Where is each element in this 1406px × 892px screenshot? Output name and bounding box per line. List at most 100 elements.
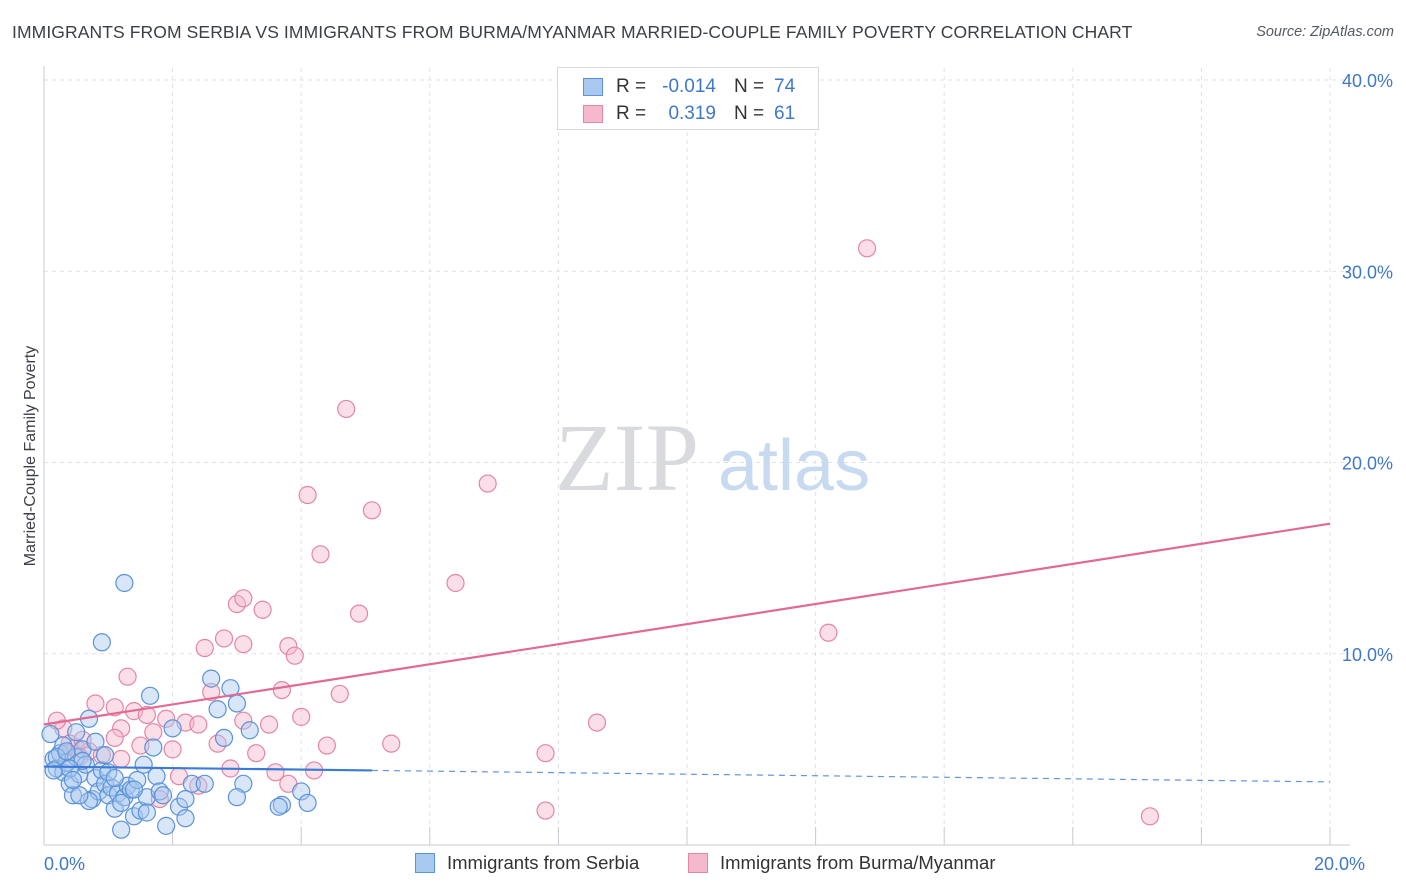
burma-point	[311, 545, 330, 564]
serbia-point	[153, 786, 173, 805]
burma-swatch	[583, 105, 603, 123]
burma-point	[446, 573, 465, 593]
y-tick-label: 40.0%	[1342, 71, 1393, 91]
burma-point	[259, 715, 279, 734]
serbia-point	[240, 721, 259, 740]
serbia-point	[105, 768, 124, 788]
burma-point	[819, 623, 838, 642]
serbia-point	[67, 723, 86, 742]
serbia-point	[163, 719, 182, 738]
serbia-point	[176, 789, 195, 809]
serbia-point	[112, 820, 131, 839]
burma-legend-swatch	[688, 853, 708, 873]
correlation-legend: R = -0.014 N = 74 R = 0.319 N = 61	[557, 67, 819, 130]
serbia-legend-label: Immigrants from Serbia	[447, 852, 640, 873]
burma-point	[587, 713, 607, 732]
burma-point	[1140, 807, 1160, 826]
serbia-point	[292, 782, 311, 801]
burma-point	[189, 715, 208, 734]
serbia-trend-extension	[371, 769, 1331, 783]
legend-n-label: N =	[734, 76, 765, 97]
serbia-point	[112, 793, 131, 813]
x-tick-label: 20.0%	[1314, 854, 1365, 874]
serbia-point	[208, 700, 227, 719]
serbia-point	[86, 732, 105, 751]
watermark: ZIP atlas	[555, 404, 870, 511]
legend-n-value-serbia: 74	[774, 76, 796, 97]
burma-point	[536, 744, 555, 763]
serbia-legend-swatch	[415, 853, 435, 873]
legend-r-label: R =	[616, 103, 647, 124]
serbia-point	[144, 738, 163, 757]
serbia-point	[134, 755, 153, 774]
serbia-point	[227, 694, 246, 713]
y-axis-label: Married-Couple Family Poverty	[22, 346, 39, 567]
serbia-point	[44, 761, 63, 780]
burma-point	[234, 711, 253, 730]
legend-r-value-burma: 0.319	[668, 103, 716, 124]
burma-legend-label: Immigrants from Burma/Myanmar	[720, 852, 996, 873]
burma-point	[189, 776, 208, 795]
burma-point	[330, 684, 349, 704]
burma-point	[163, 740, 182, 759]
serbia-point	[157, 816, 176, 835]
y-tick-label: 10.0%	[1342, 645, 1393, 665]
burma-point	[195, 638, 214, 658]
burma-point	[144, 723, 163, 742]
serbia-point	[70, 786, 89, 805]
serbia-point	[92, 633, 111, 652]
serbia-point	[176, 809, 195, 828]
source-credit: Source: ZipAtlas.com	[1256, 24, 1394, 40]
series-burma-points	[47, 239, 1160, 826]
burma-trend-line	[43, 522, 1331, 726]
legend-r-label: R =	[616, 76, 647, 97]
serbia-trend-line	[43, 765, 372, 772]
burma-point	[272, 680, 292, 700]
burma-point	[382, 734, 401, 753]
burma-point	[118, 667, 137, 686]
serbia-point	[147, 767, 166, 786]
serbia-point	[195, 774, 214, 793]
serbia-point	[214, 728, 234, 748]
burma-point	[279, 636, 298, 656]
burma-point	[157, 709, 176, 728]
watermark-zip: ZIP	[555, 404, 699, 511]
burma-point	[234, 635, 253, 654]
legend-n-value-burma: 61	[774, 103, 796, 124]
watermark-atlas: atlas	[718, 426, 870, 506]
burma-point	[292, 707, 311, 726]
serbia-point	[137, 803, 156, 822]
serbia-point	[60, 759, 79, 778]
burma-point	[112, 749, 131, 769]
tick-labels: 10.0% 20.0% 30.0% 40.0% 0.0% 20.0%	[44, 71, 1393, 874]
series-serbia-points	[41, 573, 317, 839]
burma-point	[234, 589, 253, 608]
burma-point	[253, 600, 272, 619]
legend-r-value-serbia: -0.014	[662, 76, 716, 97]
burma-point	[86, 694, 105, 713]
burma-point	[112, 719, 131, 738]
serbia-point	[115, 573, 134, 593]
serbia-point	[202, 669, 221, 688]
serbia-point	[221, 679, 240, 698]
serbia-point	[95, 746, 115, 765]
serbia-point	[63, 770, 83, 790]
serbia-point	[57, 742, 76, 761]
legend-n-label: N =	[734, 103, 765, 124]
serbia-point	[54, 736, 73, 755]
trend-lines	[43, 522, 1331, 783]
serbia-point	[140, 686, 160, 705]
grid-lines	[44, 68, 1350, 845]
chart-title: IMMIGRANTS FROM SERBIA VS IMMIGRANTS FRO…	[12, 22, 1133, 42]
burma-point	[202, 682, 221, 702]
burma-point	[214, 629, 234, 648]
axes	[43, 66, 1350, 846]
burma-point	[266, 763, 285, 782]
burma-point	[536, 801, 555, 820]
serbia-point	[47, 747, 66, 767]
y-tick-label: 30.0%	[1342, 262, 1393, 282]
serbia-point	[298, 793, 317, 813]
burma-point	[337, 399, 356, 419]
x-tick-label: 0.0%	[44, 854, 85, 874]
